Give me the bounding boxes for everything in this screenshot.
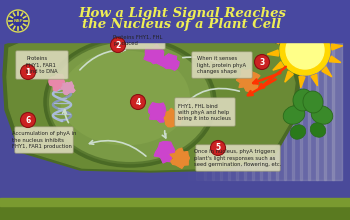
- Bar: [276, 40, 286, 180]
- Circle shape: [210, 141, 225, 156]
- Bar: [244, 40, 254, 180]
- Bar: [228, 40, 238, 180]
- Polygon shape: [305, 12, 311, 24]
- Bar: [260, 40, 270, 180]
- Bar: [332, 40, 342, 180]
- Polygon shape: [236, 70, 260, 92]
- Circle shape: [280, 25, 330, 75]
- Text: Proteins
FHY1, FAR1
bind to DNA: Proteins FHY1, FAR1 bind to DNA: [26, 56, 58, 74]
- FancyBboxPatch shape: [192, 52, 252, 78]
- Polygon shape: [278, 23, 288, 33]
- Text: 4: 4: [135, 97, 141, 106]
- Bar: [220, 40, 230, 180]
- Bar: [180, 40, 190, 180]
- Polygon shape: [61, 82, 75, 95]
- Polygon shape: [149, 103, 167, 122]
- Polygon shape: [329, 56, 341, 62]
- Bar: [196, 40, 206, 180]
- Circle shape: [21, 64, 35, 79]
- Text: NSF: NSF: [13, 19, 23, 23]
- Polygon shape: [7, 32, 295, 170]
- Polygon shape: [293, 14, 299, 26]
- Text: 2: 2: [116, 40, 121, 50]
- Polygon shape: [267, 50, 279, 56]
- FancyBboxPatch shape: [111, 31, 165, 49]
- Bar: [292, 40, 302, 180]
- Bar: [188, 40, 198, 180]
- Bar: [324, 40, 334, 180]
- Text: When it senses
light, protein phyA
changes shape: When it senses light, protein phyA chang…: [197, 56, 246, 74]
- Polygon shape: [170, 148, 189, 168]
- FancyBboxPatch shape: [15, 127, 73, 153]
- Text: How a Light Signal Reaches: How a Light Signal Reaches: [78, 7, 286, 20]
- Ellipse shape: [293, 89, 313, 111]
- Circle shape: [7, 10, 29, 32]
- Text: the Nucleus of a Plant Cell: the Nucleus of a Plant Cell: [83, 18, 281, 31]
- Bar: [204, 40, 214, 180]
- Circle shape: [286, 31, 324, 69]
- Polygon shape: [164, 108, 183, 127]
- Bar: [316, 40, 326, 180]
- Text: Proteins FHY1, FHL
produced: Proteins FHY1, FHL produced: [113, 34, 163, 46]
- Circle shape: [254, 55, 270, 70]
- Ellipse shape: [45, 38, 215, 166]
- Polygon shape: [311, 74, 317, 86]
- Polygon shape: [285, 71, 293, 82]
- Text: 1: 1: [25, 68, 31, 77]
- Ellipse shape: [311, 106, 333, 124]
- Polygon shape: [273, 62, 284, 70]
- Polygon shape: [269, 37, 281, 44]
- Polygon shape: [331, 44, 343, 50]
- Text: Accumulation of phyA in
the nucleus inhibits
FHY1, FAR1 production: Accumulation of phyA in the nucleus inhi…: [12, 131, 76, 149]
- Ellipse shape: [49, 42, 211, 162]
- Bar: [300, 40, 310, 180]
- Polygon shape: [3, 28, 300, 172]
- Polygon shape: [299, 76, 305, 88]
- Bar: [0, 198, 350, 206]
- Circle shape: [131, 95, 146, 110]
- FancyBboxPatch shape: [16, 51, 68, 79]
- Text: Once in nucleus, phyA triggers
plant's light responses such as
seed germination,: Once in nucleus, phyA triggers plant's l…: [194, 149, 282, 167]
- Polygon shape: [144, 44, 164, 65]
- FancyBboxPatch shape: [196, 145, 280, 171]
- Polygon shape: [154, 142, 175, 163]
- FancyBboxPatch shape: [175, 98, 235, 126]
- Bar: [284, 40, 294, 180]
- Polygon shape: [326, 30, 337, 38]
- Bar: [236, 40, 246, 180]
- Bar: [308, 40, 318, 180]
- Polygon shape: [322, 67, 332, 77]
- Polygon shape: [161, 54, 179, 70]
- Text: 3: 3: [259, 57, 265, 66]
- Bar: [212, 40, 222, 180]
- Ellipse shape: [303, 91, 323, 113]
- Circle shape: [111, 37, 126, 53]
- Ellipse shape: [310, 123, 326, 137]
- Polygon shape: [317, 18, 325, 29]
- Bar: [268, 40, 278, 180]
- Text: 6: 6: [25, 116, 31, 125]
- Text: FHY1, FHL bind
with phyA and help
bring it into nucleus: FHY1, FHL bind with phyA and help bring …: [178, 103, 231, 121]
- Polygon shape: [49, 74, 64, 91]
- Circle shape: [21, 112, 35, 128]
- Bar: [0, 0, 350, 42]
- Ellipse shape: [283, 106, 305, 124]
- Bar: [0, 202, 350, 220]
- Ellipse shape: [290, 125, 306, 139]
- Bar: [252, 40, 262, 180]
- Text: 5: 5: [216, 143, 220, 152]
- Ellipse shape: [60, 51, 190, 145]
